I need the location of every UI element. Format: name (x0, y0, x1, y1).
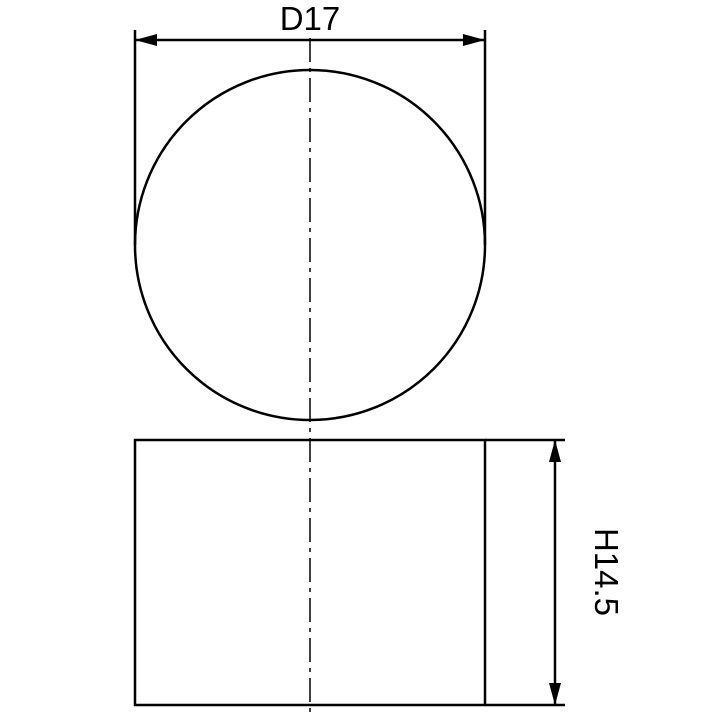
height-label: H14.5 (588, 528, 625, 616)
height-dimension: H14.5 (485, 440, 625, 705)
drawing-canvas: D17 H14.5 (0, 0, 720, 720)
diameter-label: D17 (280, 0, 341, 37)
